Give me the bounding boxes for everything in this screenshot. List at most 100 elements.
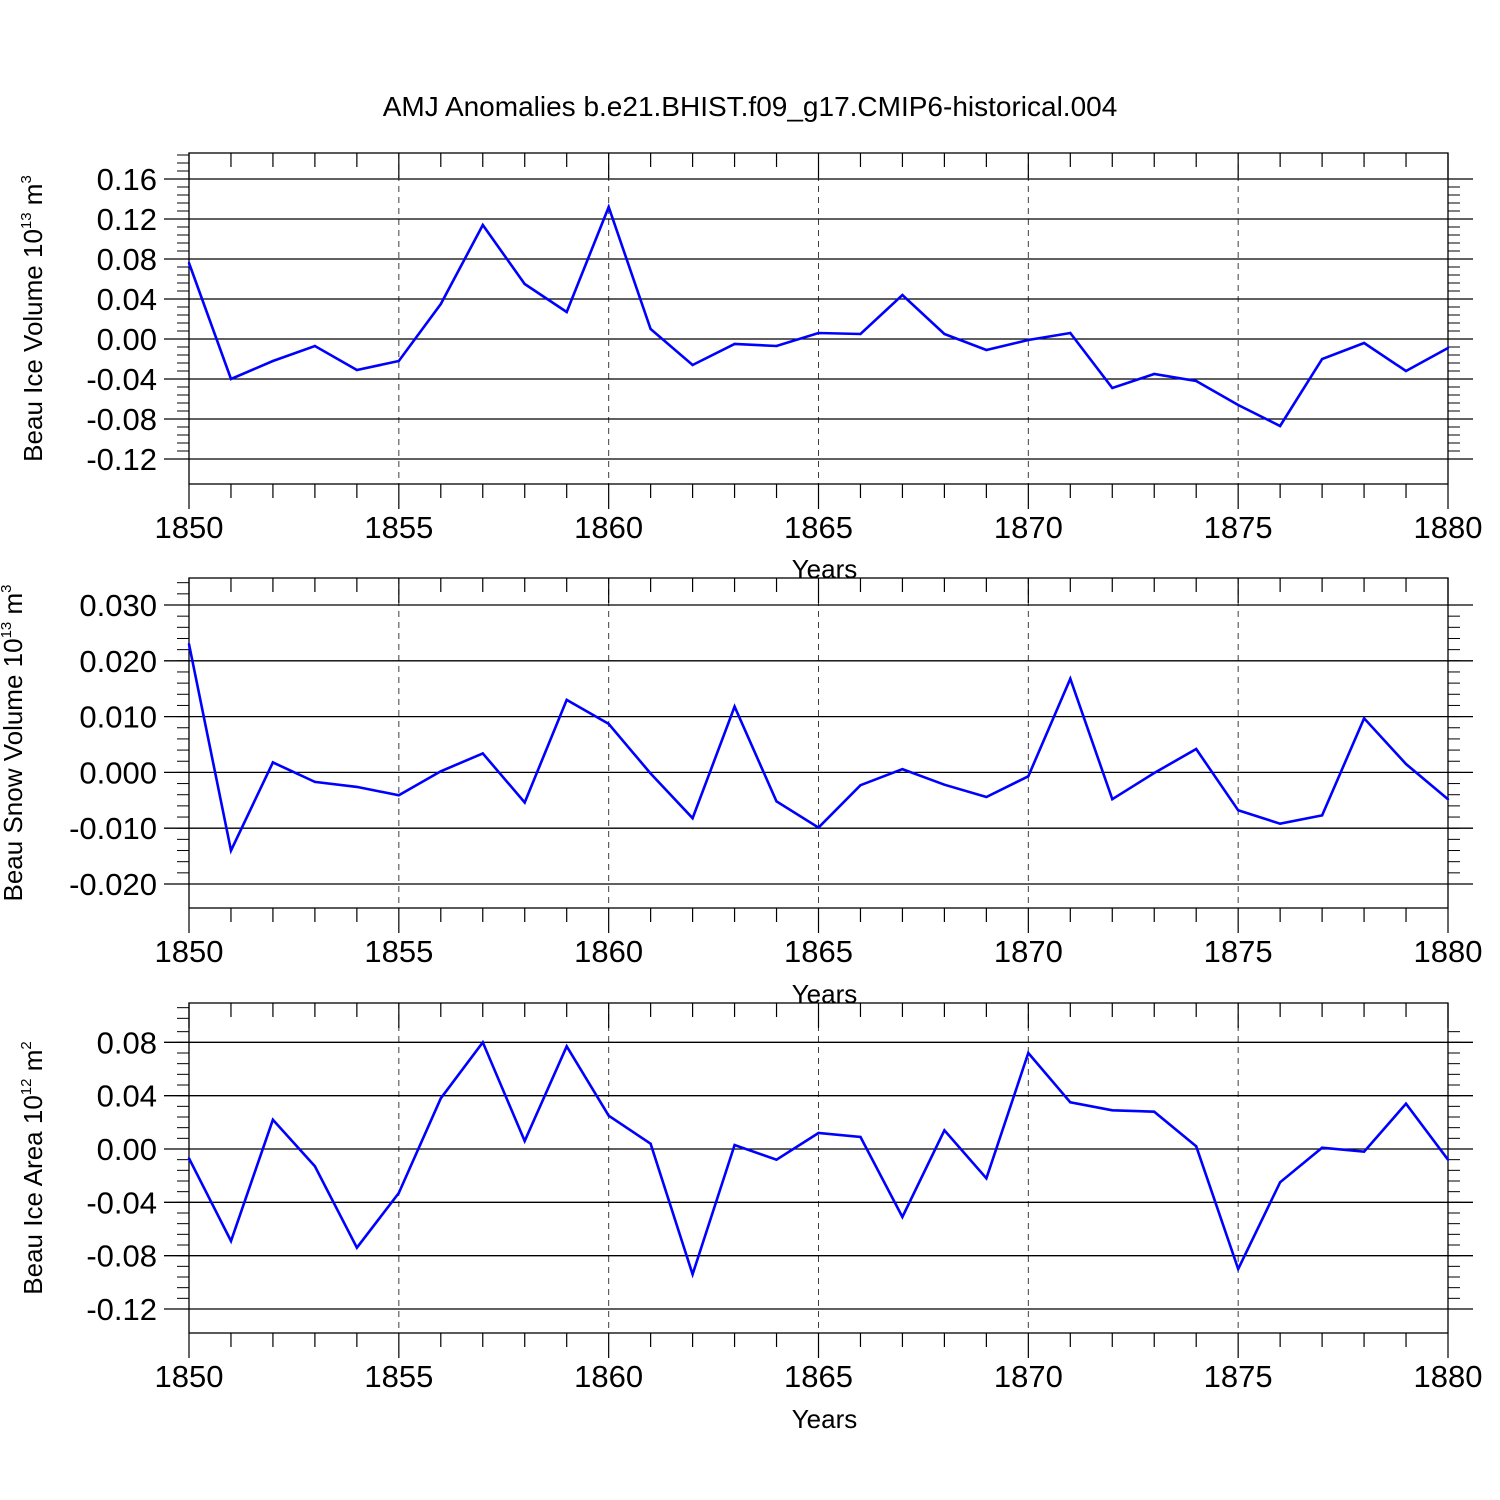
data-point — [565, 1045, 568, 1048]
y-tick-label: -0.020 — [69, 867, 157, 902]
y-tick-label: 0.00 — [97, 322, 157, 357]
data-point — [523, 801, 526, 804]
data-point — [985, 795, 988, 799]
ice-volume-panel: 1850 1855 1860 1865 1870 1875 1880 Years 0.16 0.1… — [18, 152, 1482, 584]
data-point — [1320, 814, 1324, 817]
y-tick-label: 0.08 — [97, 242, 157, 277]
data-point — [817, 331, 820, 335]
data-point — [565, 310, 568, 314]
x-tick-label: 1855 — [364, 934, 433, 969]
series-line — [187, 203, 1449, 428]
data-point — [1236, 1267, 1240, 1271]
data-point — [985, 348, 988, 352]
data-point — [1404, 369, 1408, 373]
data-point — [439, 770, 442, 773]
data-point — [1027, 775, 1030, 778]
data-point — [481, 752, 484, 755]
data-point — [1278, 424, 1282, 428]
data-point — [439, 1097, 442, 1100]
data-point — [1362, 717, 1366, 720]
data-point — [187, 261, 191, 265]
y-axis-title: Beau Snow Volume 1013 m3 — [0, 585, 28, 902]
data-point — [649, 1142, 652, 1145]
y-axis-title: Beau Ice Area 1012 m2 — [18, 1041, 48, 1294]
data-point — [397, 1191, 401, 1195]
y-axis-title: Beau Ice Volume 1013 m3 — [18, 175, 48, 462]
data-point — [943, 783, 946, 786]
data-point — [565, 698, 568, 702]
data-point — [607, 1114, 610, 1117]
data-point — [1195, 1145, 1198, 1148]
x-tick-label: 1875 — [1204, 1359, 1273, 1394]
x-tick-label: 1865 — [784, 510, 853, 545]
data-point — [1195, 747, 1198, 751]
data-point — [649, 772, 652, 775]
y-tick-label: 0.010 — [79, 700, 157, 735]
data-point — [691, 363, 694, 367]
y-tick-label: -0.08 — [86, 402, 157, 437]
data-point — [271, 359, 275, 363]
x-tick-label: 1860 — [574, 934, 643, 969]
data-point — [691, 1273, 694, 1276]
y-tick-label: 0.00 — [97, 1132, 157, 1167]
data-point — [1404, 762, 1408, 766]
data-point — [439, 302, 442, 306]
x-axis-title: Years — [792, 1404, 858, 1434]
x-tick-label: 1865 — [784, 1359, 853, 1394]
data-point — [901, 1215, 904, 1219]
data-point — [229, 377, 233, 381]
data-point — [859, 332, 862, 336]
data-point — [733, 1143, 736, 1147]
data-point — [775, 800, 778, 803]
data-point — [397, 359, 401, 363]
x-axis-title: Years — [792, 554, 858, 584]
x-tick-label: 1870 — [994, 510, 1063, 545]
data-point — [271, 1118, 275, 1121]
x-tick-label: 1870 — [994, 1359, 1063, 1394]
data-point — [859, 1135, 862, 1139]
data-point — [607, 205, 610, 209]
y-tick-label: -0.12 — [86, 442, 157, 477]
y-tick-label: 0.04 — [97, 1079, 157, 1114]
x-tick-label: 1865 — [784, 934, 853, 969]
data-point — [1027, 338, 1030, 342]
x-tick-label: 1880 — [1414, 1359, 1483, 1394]
data-point — [1446, 346, 1450, 350]
data-point — [733, 342, 736, 346]
data-point — [355, 785, 359, 789]
data-point — [1446, 1158, 1450, 1161]
y-tick-label: -0.04 — [86, 1185, 157, 1220]
data-point — [817, 1131, 820, 1135]
data-point — [1153, 771, 1156, 775]
x-tick-label: 1855 — [364, 510, 433, 545]
data-point — [1362, 341, 1366, 345]
data-point — [985, 1177, 988, 1180]
y-tick-label: -0.08 — [86, 1239, 157, 1274]
data-point — [901, 293, 904, 297]
data-point — [481, 223, 484, 227]
data-point — [1195, 379, 1198, 383]
y-tick-label: 0.08 — [97, 1025, 157, 1060]
x-tick-label: 1875 — [1204, 934, 1273, 969]
snow-volume-panel: 1850 1855 1860 1865 1870 1875 1880 Years 0.030 0.… — [0, 577, 1483, 1009]
y-tick-label: 0.030 — [79, 588, 157, 623]
data-point — [817, 826, 820, 829]
data-point — [523, 1139, 526, 1143]
x-tick-label: 1850 — [155, 1359, 224, 1394]
y-tick-label: -0.12 — [86, 1292, 157, 1327]
data-point — [1027, 1051, 1030, 1055]
figure-title: AMJ Anomalies b.e21.BHIST.f09_g17.CMIP6-… — [383, 91, 1118, 122]
data-point — [1320, 1146, 1324, 1149]
data-point — [355, 1246, 359, 1249]
data-point — [1111, 1109, 1114, 1112]
data-point — [901, 767, 904, 771]
data-point — [1111, 386, 1114, 390]
y-tick-label: -0.010 — [69, 811, 157, 846]
data-point — [1236, 403, 1240, 407]
data-point — [775, 344, 778, 348]
data-point — [229, 1239, 233, 1243]
data-point — [733, 705, 736, 708]
x-tick-label: 1880 — [1414, 934, 1483, 969]
x-tick-label: 1855 — [364, 1359, 433, 1394]
